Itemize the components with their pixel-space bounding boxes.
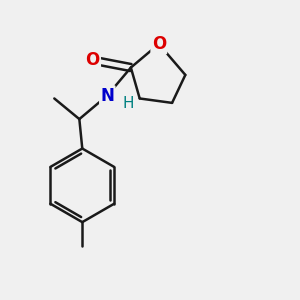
Text: N: N	[100, 86, 114, 104]
Text: O: O	[152, 35, 166, 53]
Text: O: O	[85, 51, 100, 69]
Text: H: H	[122, 96, 134, 111]
